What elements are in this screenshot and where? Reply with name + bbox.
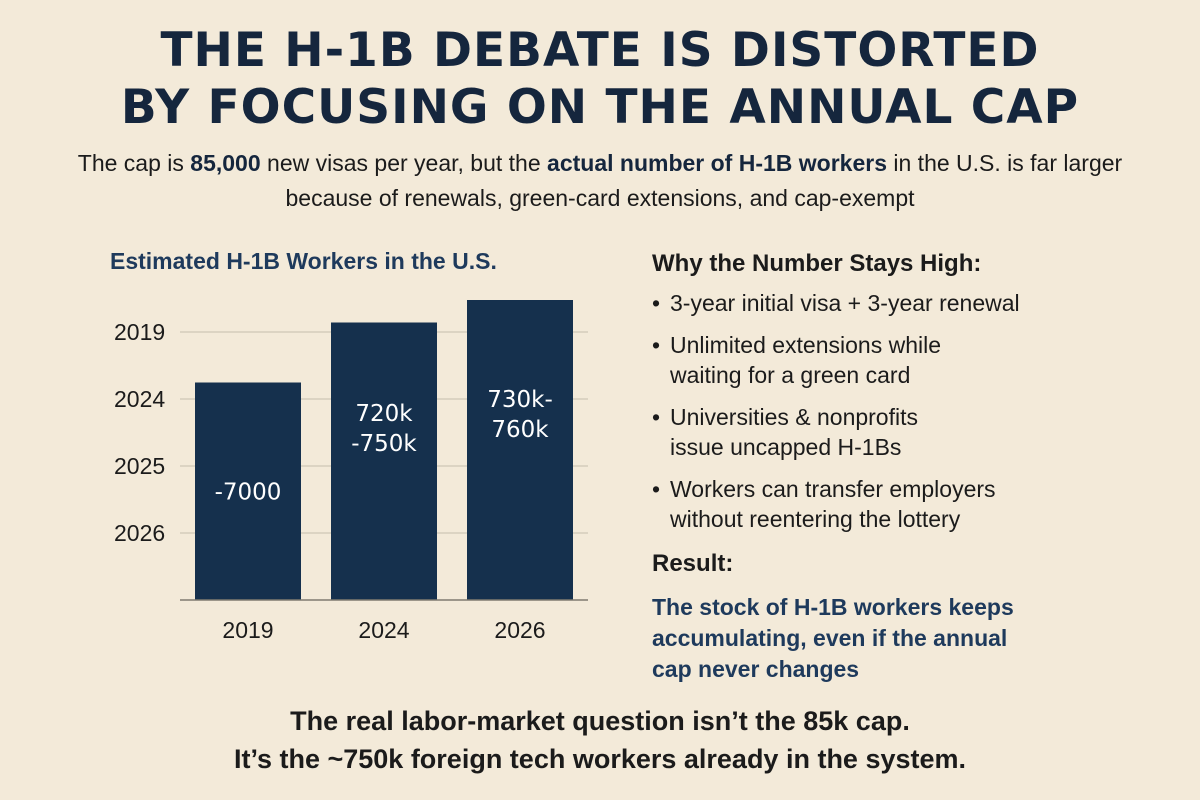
reason-item: Workers can transfer employers without re… <box>652 474 1172 534</box>
reasons-list: 3-year initial visa + 3-year renewal Unli… <box>652 288 1172 546</box>
x-tick-label: 2024 <box>358 617 409 643</box>
y-tick-label: 2019 <box>114 319 165 345</box>
footer-line-2: It’s the ~750k foreign tech workers alre… <box>233 744 967 774</box>
result-line-2: accumulating, even if the annual <box>652 625 1008 651</box>
chart-title: Estimated H-1B Workers in the U.S. <box>110 248 497 274</box>
why-heading: Why the Number Stays High: <box>652 250 982 277</box>
bar-data-label: -7000 <box>215 479 282 505</box>
page-title: THE H-1B DEBATE IS DISTORTED BY FOCUSING… <box>0 22 1200 136</box>
bar-data-label: 720k <box>355 401 413 427</box>
reason-line: without reentering the lottery <box>670 506 961 532</box>
result-line-3: cap never changes <box>652 656 860 682</box>
reason-line: issue uncapped H-1Bs <box>670 434 902 460</box>
x-tick-label: 2026 <box>494 617 545 643</box>
subtitle-part-3: in the U.S. is far larger because of ren… <box>285 150 1123 211</box>
bar-data-label: 730k- <box>487 387 553 413</box>
bar <box>467 300 573 600</box>
subtitle-part-1: The cap is <box>77 150 191 176</box>
result-heading: Result: <box>652 550 734 577</box>
y-tick-label: 2024 <box>114 386 165 412</box>
subtitle-highlight: actual number of H-1B workers <box>547 150 887 176</box>
bar <box>195 382 301 600</box>
x-tick-label: 2019 <box>222 617 273 643</box>
subtitle-cap-number: 85,000 <box>190 150 261 176</box>
y-tick-label: 2026 <box>114 520 165 546</box>
reason-line: Workers can transfer employers <box>670 476 996 502</box>
reason-line: Universities & nonprofits <box>670 404 918 430</box>
bar-data-label: -750k <box>351 431 417 457</box>
reason-line: waiting for a green card <box>670 362 911 388</box>
bar <box>331 322 437 600</box>
y-tick-label: 2025 <box>114 453 165 479</box>
bar-chart: -7000 720k -750k 730k- 760k 2019 2024 2025 2026… <box>114 300 588 643</box>
subtitle-part-2: new visas per year, but the <box>260 150 548 176</box>
reason-item: 3-year initial visa + 3-year renewal <box>652 288 1172 318</box>
footer-line-1: The real labor-market question isn’t the… <box>290 706 910 736</box>
reason-line: 3-year initial visa + 3-year renewal <box>670 290 1020 316</box>
reason-item: Universities & nonprofits issue uncapped … <box>652 402 1172 462</box>
result-text: The stock of H-1B workers keeps accumula… <box>652 592 1172 685</box>
reason-item: Unlimited extensions while waiting for a … <box>652 330 1172 390</box>
footer-statement: The real labor-market question isn’t the… <box>0 702 1200 778</box>
title-line-2: BY FOCUSING ON THE ANNUAL CAP <box>120 80 1080 135</box>
reason-line: Unlimited extensions while <box>670 332 942 358</box>
title-line-1: THE H-1B DEBATE IS DISTORTED <box>160 23 1040 78</box>
subtitle: The cap is 85,000 new visas per year, bu… <box>40 146 1160 216</box>
result-line-1: The stock of H-1B workers keeps <box>652 594 1014 620</box>
bar-data-label: 760k <box>491 417 549 443</box>
